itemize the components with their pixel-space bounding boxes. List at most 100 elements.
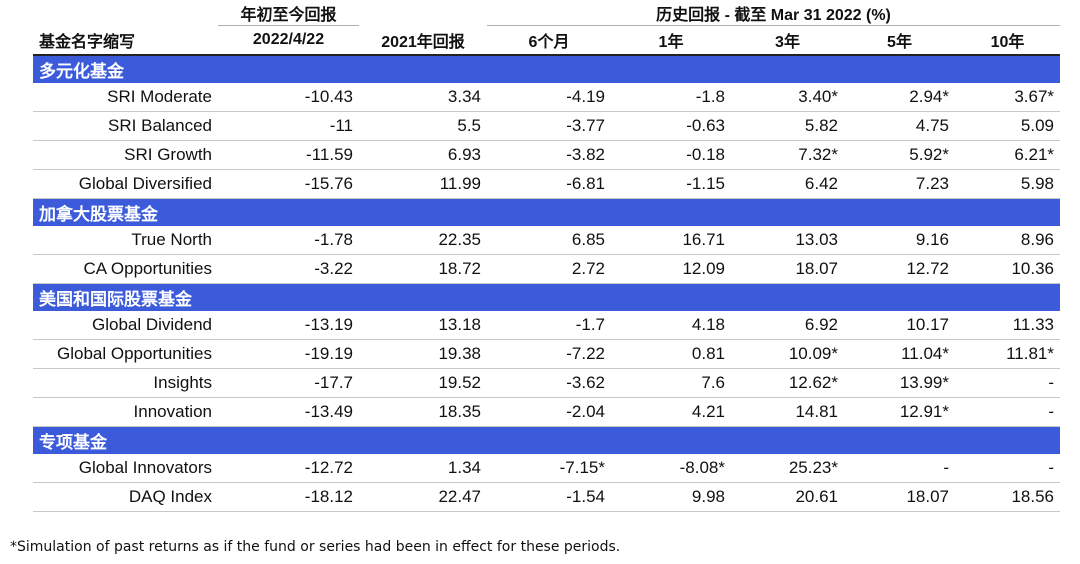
- six-month-header: 6个月: [487, 25, 611, 56]
- table-row: Global Diversified -15.76 11.99 -6.81 -1.15 6…: [33, 169, 1061, 199]
- one-year-header: 1年: [611, 25, 731, 56]
- value-cell-y10: 11.81*: [955, 339, 1061, 369]
- value-cell-ytd: -13.49: [218, 397, 359, 427]
- value-cell-y10: 5.09: [955, 111, 1061, 141]
- value-cell-m6: -7.15*: [487, 454, 611, 483]
- value-cell-y1: -0.18: [611, 140, 731, 170]
- value-cell-y5: -: [844, 454, 955, 483]
- value-cell-y5: 9.16: [844, 226, 955, 255]
- value-cell-ytd: -15.76: [218, 169, 359, 199]
- table-row: CA Opportunities -3.22 18.72 2.72 12.09 18.07…: [33, 254, 1061, 284]
- fund-name-cell: Global Innovators: [33, 454, 218, 483]
- value-cell-y3: 18.07: [731, 254, 844, 284]
- value-cell-y5: 18.07: [844, 482, 955, 512]
- ytd-header-line2: 2022/4/22: [218, 25, 359, 56]
- value-cell-y3: 6.92: [731, 311, 844, 340]
- value-cell-y5: 7.23: [844, 169, 955, 199]
- section-title: 多元化基金: [33, 55, 1061, 83]
- value-cell-y10: 18.56: [955, 482, 1061, 512]
- footnote: *Simulation of past returns as if the fu…: [10, 539, 621, 555]
- value-cell-y1: 4.21: [611, 397, 731, 427]
- value-cell-y2021: 1.34: [359, 454, 487, 483]
- fund-name-cell: Global Opportunities: [33, 339, 218, 369]
- value-cell-m6: 2.72: [487, 254, 611, 284]
- value-cell-y3: 5.82: [731, 111, 844, 141]
- section-header: 多元化基金: [33, 55, 1061, 83]
- value-cell-ytd: -17.7: [218, 368, 359, 398]
- value-cell-y10: -: [955, 454, 1061, 483]
- value-cell-y10: -: [955, 397, 1061, 427]
- fund-name-cell: Global Dividend: [33, 311, 218, 340]
- value-cell-y2021: 18.35: [359, 397, 487, 427]
- fund-name-cell: SRI Moderate: [33, 83, 218, 112]
- value-cell-y5: 2.94*: [844, 83, 955, 112]
- value-cell-m6: -4.19: [487, 83, 611, 112]
- value-cell-y3: 14.81: [731, 397, 844, 427]
- value-cell-y1: -1.15: [611, 169, 731, 199]
- value-cell-m6: 6.85: [487, 226, 611, 255]
- fund-name-cell: Insights: [33, 368, 218, 398]
- value-cell-y10: 8.96: [955, 226, 1061, 255]
- section-title: 美国和国际股票基金: [33, 283, 1061, 311]
- table-row: Insights -17.7 19.52 -3.62 7.6 12.62* 13.99* -: [33, 368, 1061, 398]
- value-cell-y10: 11.33: [955, 311, 1061, 340]
- value-cell-m6: -1.7: [487, 311, 611, 340]
- table-row: SRI Balanced -11 5.5 -3.77 -0.63 5.82 4.75 5.09: [33, 111, 1061, 141]
- five-year-header: 5年: [844, 25, 955, 56]
- section-header: 美国和国际股票基金: [33, 283, 1061, 311]
- value-cell-y5: 12.72: [844, 254, 955, 284]
- table-row: Global Opportunities -19.19 19.38 -7.22 0.81…: [33, 339, 1061, 369]
- value-cell-y1: 4.18: [611, 311, 731, 340]
- value-cell-y3: 6.42: [731, 169, 844, 199]
- value-cell-y3: 3.40*: [731, 83, 844, 112]
- value-cell-y2021: 6.93: [359, 140, 487, 170]
- fund-name-cell: DAQ Index: [33, 482, 218, 512]
- fund-name-cell: Innovation: [33, 397, 218, 427]
- ten-year-header: 10年: [955, 25, 1061, 56]
- value-cell-y1: -0.63: [611, 111, 731, 141]
- value-cell-y2021: 22.35: [359, 226, 487, 255]
- fund-column-header: 基金名字缩写: [33, 25, 218, 56]
- value-cell-y5: 10.17: [844, 311, 955, 340]
- value-cell-ytd: -11.59: [218, 140, 359, 170]
- table-row: Global Innovators -12.72 1.34 -7.15* -8.08* 2…: [33, 454, 1061, 483]
- value-cell-y10: 5.98: [955, 169, 1061, 199]
- value-cell-y2021: 19.52: [359, 368, 487, 398]
- value-cell-y5: 13.99*: [844, 368, 955, 398]
- section-title: 专项基金: [33, 426, 1061, 454]
- value-cell-m6: -3.62: [487, 368, 611, 398]
- table-row: Global Dividend -13.19 13.18 -1.7 4.18 6.92 10…: [33, 311, 1061, 340]
- value-cell-y3: 25.23*: [731, 454, 844, 483]
- value-cell-y1: 7.6: [611, 368, 731, 398]
- value-cell-m6: -3.82: [487, 140, 611, 170]
- value-cell-ytd: -11: [218, 111, 359, 141]
- value-cell-y1: 16.71: [611, 226, 731, 255]
- fund-name-cell: SRI Balanced: [33, 111, 218, 141]
- value-cell-y3: 13.03: [731, 226, 844, 255]
- history-header: 历史回报 - 截至 Mar 31 2022 (%): [487, 0, 1061, 26]
- value-cell-ytd: -13.19: [218, 311, 359, 340]
- value-cell-y1: 12.09: [611, 254, 731, 284]
- value-cell-m6: -2.04: [487, 397, 611, 427]
- blank-corner: [33, 0, 218, 26]
- fund-name-cell: CA Opportunities: [33, 254, 218, 284]
- value-cell-ytd: -3.22: [218, 254, 359, 284]
- year-2021-header: 2021年回报: [359, 25, 487, 56]
- value-cell-m6: -6.81: [487, 169, 611, 199]
- value-cell-y5: 11.04*: [844, 339, 955, 369]
- value-cell-ytd: -1.78: [218, 226, 359, 255]
- value-cell-y3: 20.61: [731, 482, 844, 512]
- section-header: 加拿大股票基金: [33, 198, 1061, 226]
- value-cell-y2021: 19.38: [359, 339, 487, 369]
- value-cell-y3: 12.62*: [731, 368, 844, 398]
- value-cell-y5: 12.91*: [844, 397, 955, 427]
- value-cell-y2021: 13.18: [359, 311, 487, 340]
- value-cell-y2021: 5.5: [359, 111, 487, 141]
- table-row: True North -1.78 22.35 6.85 16.71 13.03 9.16 8.…: [33, 226, 1061, 255]
- value-cell-y10: 3.67*: [955, 83, 1061, 112]
- fund-name-cell: Global Diversified: [33, 169, 218, 199]
- value-cell-y10: 6.21*: [955, 140, 1061, 170]
- value-cell-y1: -1.8: [611, 83, 731, 112]
- table-body: 多元化基金 SRI Moderate -10.43 3.34 -4.19 -1.8 3.40…: [33, 55, 1061, 512]
- returns-table: 年初至今回报 历史回报 - 截至 Mar 31 2022 (%) 基金名字缩写 …: [33, 0, 1061, 512]
